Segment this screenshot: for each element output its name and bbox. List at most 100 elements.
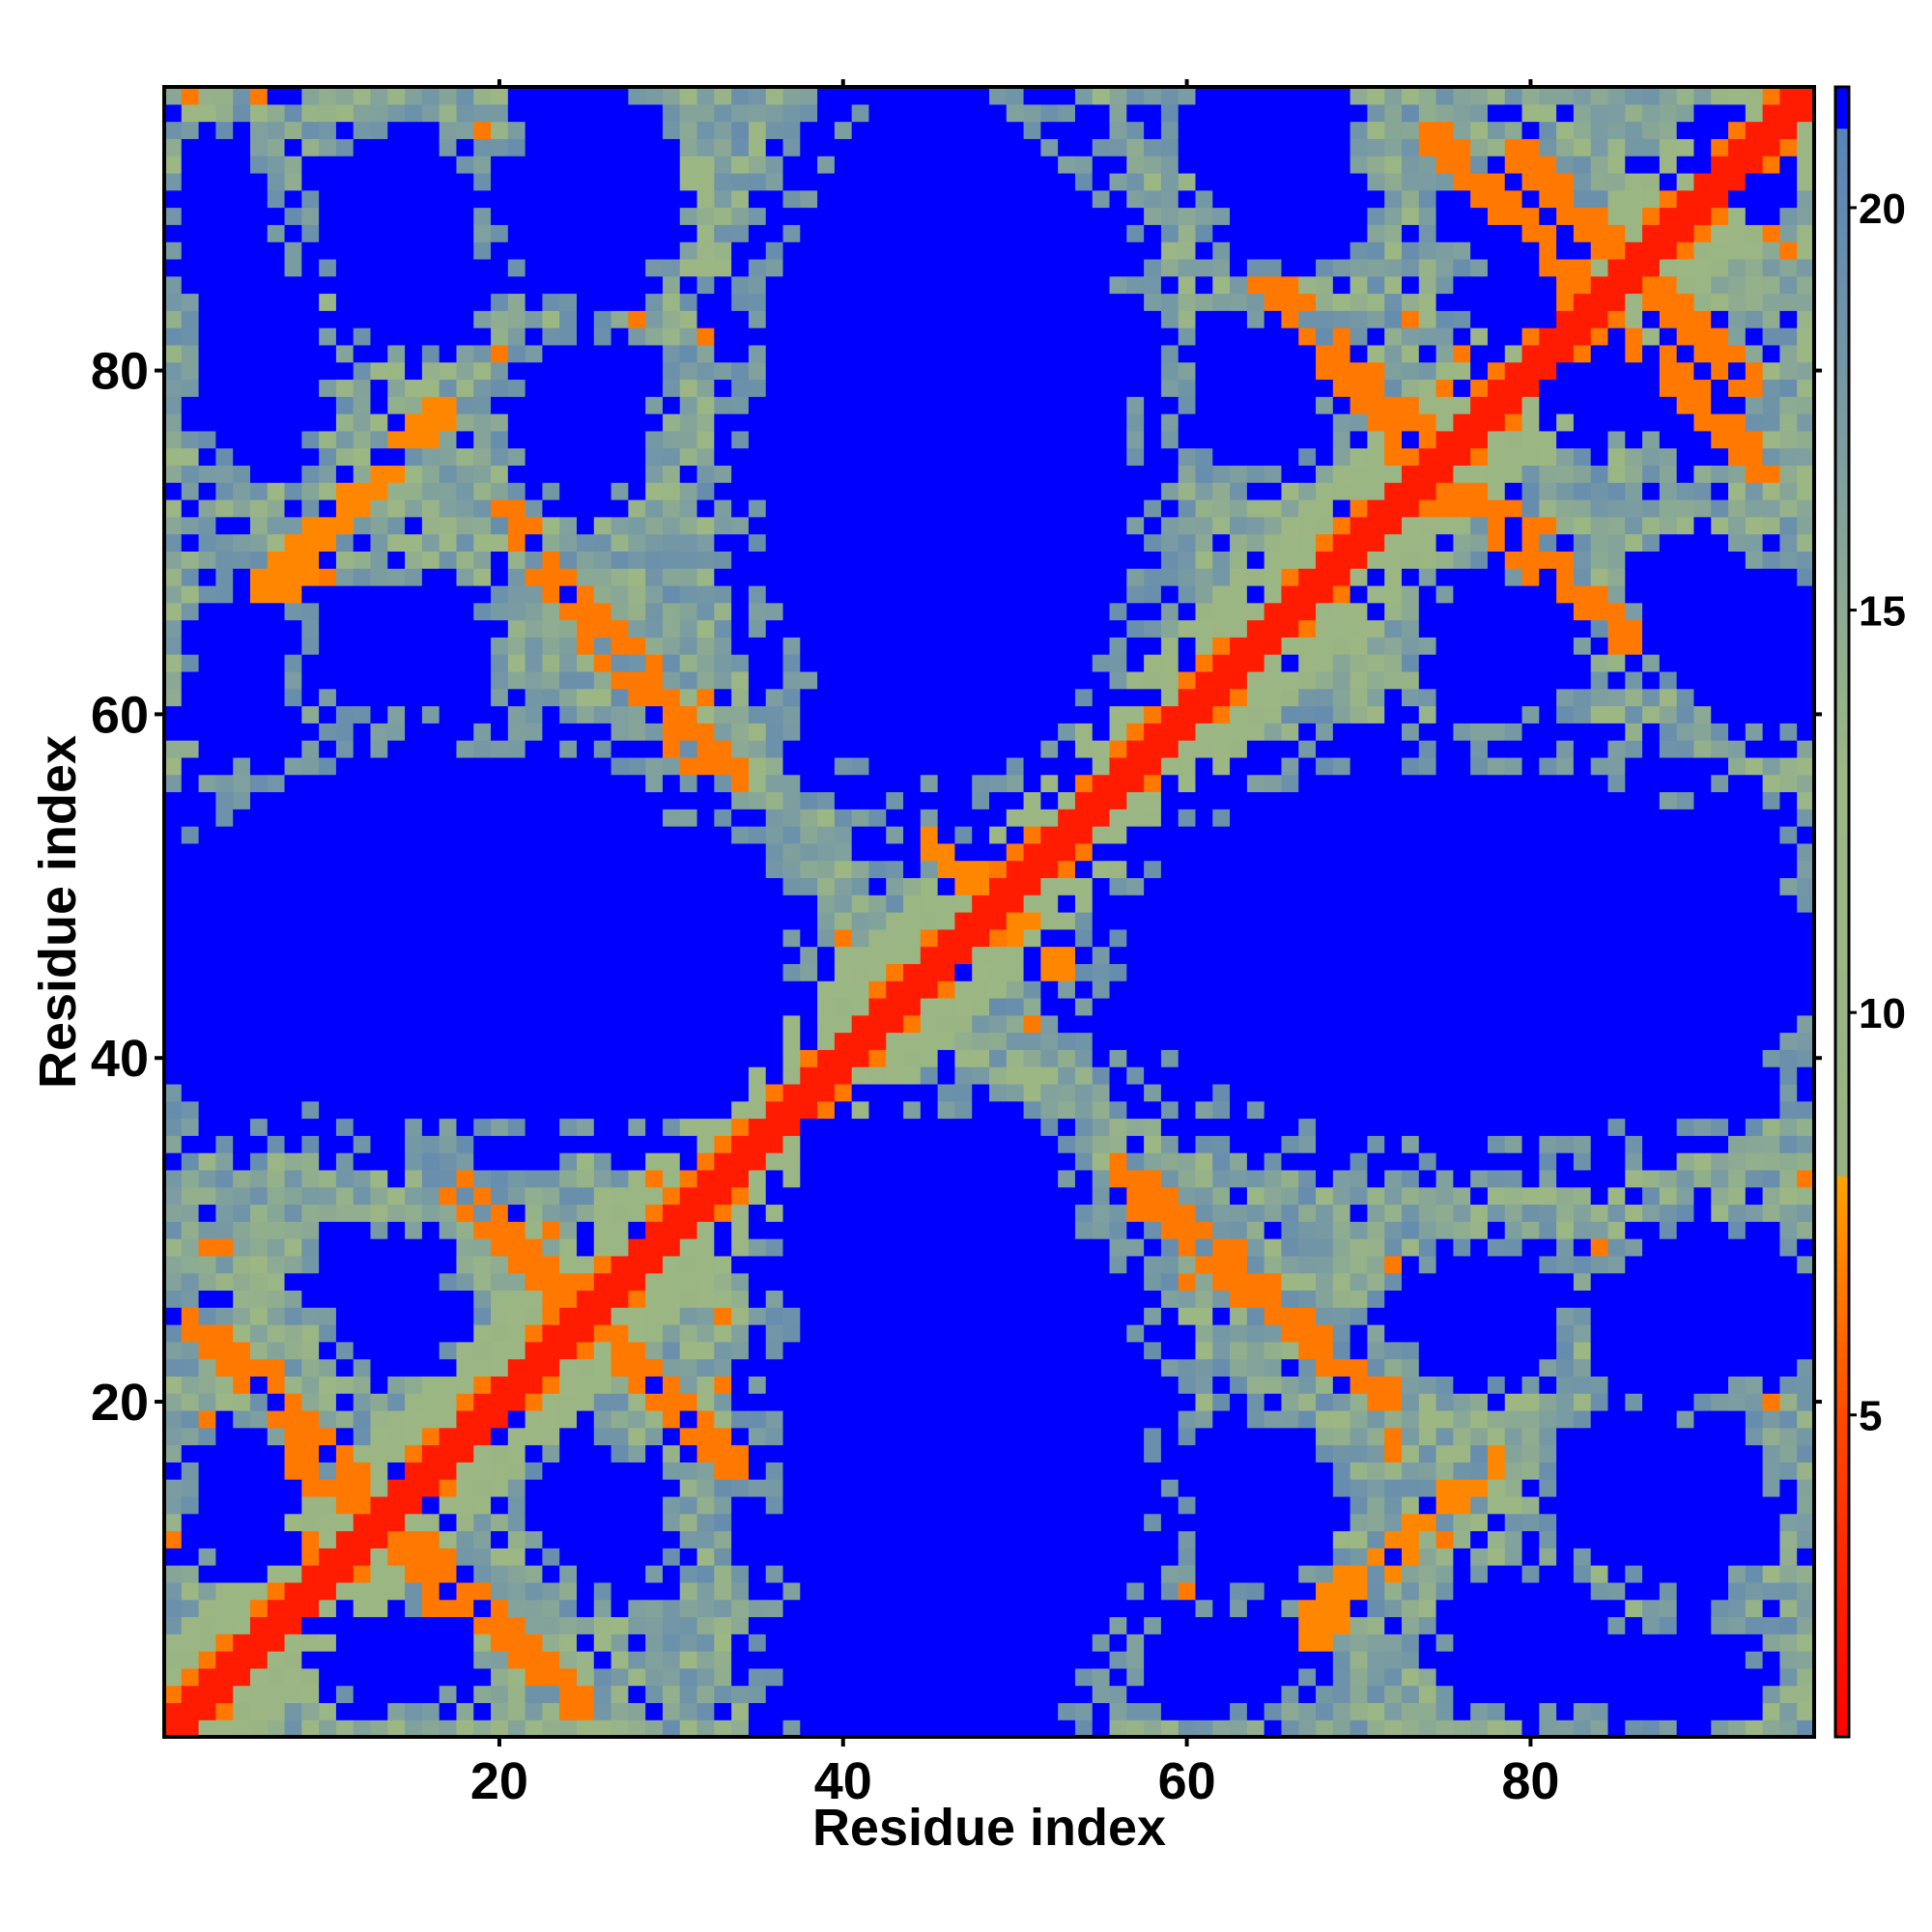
heatmap-cell: [628, 1513, 646, 1532]
heatmap-cell: [577, 1204, 595, 1222]
heatmap-cell: [593, 1307, 612, 1325]
heatmap-cell: [851, 1427, 870, 1446]
heatmap-cell: [421, 1427, 440, 1446]
heatmap-cell: [319, 465, 337, 483]
heatmap-cell: [387, 242, 406, 260]
heatmap-cell: [765, 242, 784, 260]
heatmap-cell: [421, 1651, 440, 1669]
heatmap-cell: [868, 1702, 887, 1720]
heatmap-cell: [696, 1358, 715, 1377]
heatmap-cell: [954, 224, 973, 242]
heatmap-cell: [886, 1616, 904, 1634]
heatmap-cell: [611, 1513, 629, 1532]
heatmap-cell: [284, 826, 302, 844]
heatmap-cell: [542, 1152, 560, 1171]
heatmap-cell: [903, 1204, 922, 1222]
heatmap-cell: [405, 275, 423, 295]
heatmap-cell: [748, 1513, 767, 1532]
heatmap-cell: [817, 379, 836, 397]
heatmap-cell: [525, 138, 544, 156]
heatmap-cell: [233, 275, 251, 295]
heatmap-cell: [301, 1513, 320, 1532]
heatmap-cell: [198, 791, 216, 810]
heatmap-cell: [215, 224, 234, 242]
heatmap-cell: [954, 1409, 973, 1429]
heatmap-cell: [233, 156, 251, 174]
heatmap-cell: [542, 258, 560, 277]
heatmap-cell: [628, 224, 646, 242]
heatmap-cell: [1006, 293, 1025, 311]
heatmap-cell: [233, 1667, 251, 1687]
heatmap-cell: [696, 740, 715, 758]
heatmap-cell: [696, 1634, 715, 1652]
heatmap-cell: [662, 344, 681, 363]
heatmap-cell: [421, 1272, 440, 1292]
heatmap-cell: [421, 465, 440, 483]
heatmap-cell: [249, 912, 269, 930]
heatmap-cell: [1006, 1616, 1025, 1634]
heatmap-cell: [989, 551, 1008, 569]
heatmap-cell: [198, 482, 216, 500]
heatmap-cell: [284, 258, 302, 277]
heatmap-cell: [903, 584, 922, 604]
heatmap-cell: [696, 842, 715, 862]
heatmap-cell: [628, 1702, 646, 1720]
heatmap-cell: [662, 584, 681, 604]
heatmap-cell: [1023, 1479, 1041, 1497]
heatmap-cell: [249, 499, 269, 518]
heatmap-cell: [164, 1324, 183, 1343]
heatmap-cell: [989, 1667, 1008, 1687]
heatmap-cell: [405, 1479, 423, 1497]
heatmap-cell: [335, 551, 355, 569]
heatmap-cell: [611, 1358, 629, 1377]
heatmap-cell: [920, 1358, 939, 1377]
heatmap-cell: [198, 1221, 216, 1239]
heatmap-cell: [696, 1032, 715, 1050]
heatmap-cell: [353, 670, 372, 690]
heatmap-cell: [920, 465, 939, 483]
heatmap-cell: [954, 1427, 973, 1446]
heatmap-cell: [301, 516, 320, 535]
heatmap-cell: [507, 809, 526, 827]
heatmap-cell: [800, 121, 818, 139]
heatmap-cell: [233, 1152, 251, 1171]
heatmap-cell: [851, 189, 870, 209]
heatmap-cell: [507, 344, 526, 363]
heatmap-cell: [989, 1479, 1008, 1497]
heatmap-cell: [198, 103, 216, 123]
heatmap-cell: [387, 1307, 406, 1325]
heatmap-cell: [249, 637, 269, 655]
heatmap-cell: [937, 1667, 956, 1687]
heatmap-cell: [611, 568, 629, 586]
heatmap-cell: [834, 189, 853, 209]
heatmap-cell: [834, 516, 853, 535]
heatmap-cell: [800, 156, 818, 174]
heatmap-cell: [542, 619, 560, 638]
heatmap-cell: [525, 980, 544, 999]
heatmap-cell: [1023, 740, 1041, 758]
heatmap-cell: [920, 430, 939, 449]
heatmap-cell: [868, 1530, 887, 1548]
heatmap-cell: [421, 1290, 440, 1308]
heatmap-cell: [542, 1032, 560, 1050]
heatmap-cell: [851, 447, 870, 467]
heatmap-cell: [817, 1581, 836, 1601]
heatmap-cell: [405, 447, 423, 467]
heatmap-cell: [714, 172, 732, 191]
heatmap-cell: [937, 1083, 956, 1102]
heatmap-cell: [696, 1100, 715, 1120]
heatmap-cell: [577, 1702, 595, 1720]
heatmap-cell: [387, 310, 406, 328]
heatmap-cell: [765, 327, 784, 346]
heatmap-cell: [542, 87, 560, 105]
heatmap-cell: [405, 551, 423, 569]
heatmap-cell: [164, 413, 183, 432]
heatmap-cell: [731, 723, 750, 741]
heatmap-cell: [937, 912, 956, 930]
heatmap-cell: [542, 842, 560, 862]
heatmap-cell: [611, 1272, 629, 1292]
heatmap-cell: [662, 224, 681, 242]
heatmap-cell: [215, 447, 234, 467]
heatmap-cell: [834, 465, 853, 483]
heatmap-cell: [748, 516, 767, 535]
